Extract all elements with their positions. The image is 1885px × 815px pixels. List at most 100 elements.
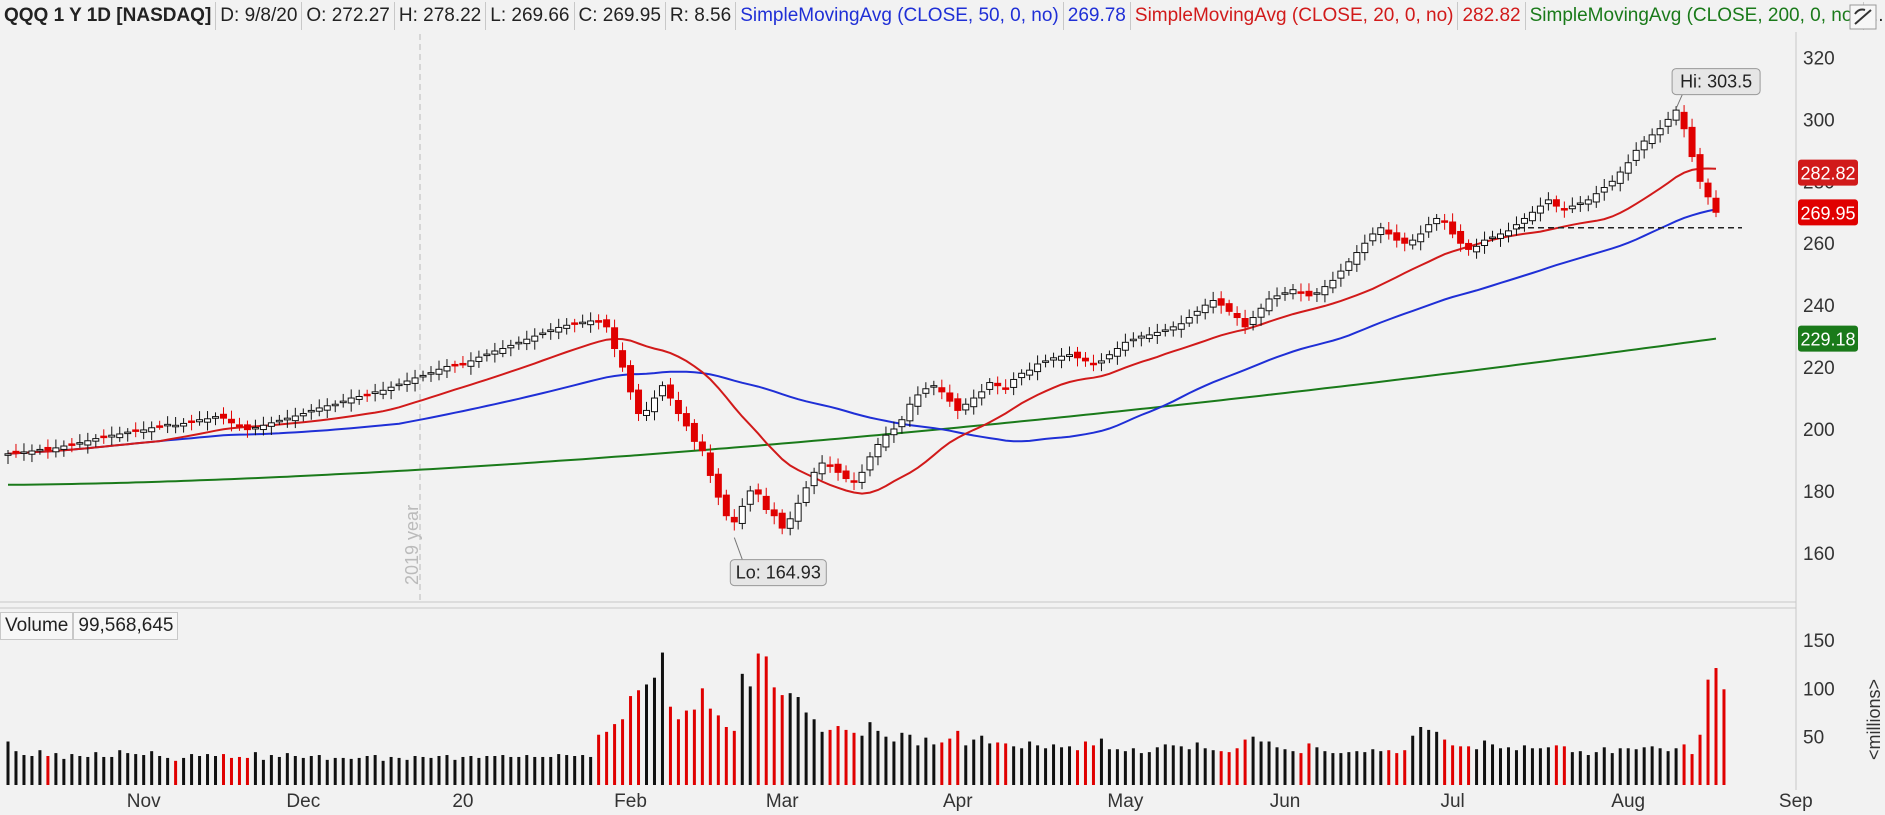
candle-body <box>1656 128 1664 136</box>
volume-bar <box>1315 747 1319 785</box>
range-value: R: 8.56 <box>666 2 737 30</box>
candle <box>690 419 698 451</box>
candle-body <box>132 429 140 432</box>
candle-body <box>1393 232 1401 241</box>
candle-body <box>954 398 962 411</box>
volume-bar <box>269 755 273 785</box>
volume-bar <box>517 756 521 785</box>
candle-body <box>1113 348 1121 357</box>
sma200-path <box>8 337 1717 486</box>
candle-body <box>1034 363 1042 373</box>
candle-body <box>291 415 299 422</box>
candle <box>419 370 427 382</box>
candle-body <box>1512 224 1520 230</box>
candle <box>1313 288 1321 302</box>
volume-bar <box>1259 741 1263 785</box>
candle-body <box>1473 245 1481 253</box>
volume-bar <box>1475 749 1479 785</box>
candle-body <box>930 385 938 388</box>
time-tick-label: Jul <box>1440 791 1464 812</box>
candle-body <box>1552 199 1560 207</box>
price-tick-label: 200 <box>1803 420 1835 441</box>
candle-body <box>427 372 435 375</box>
candle-body <box>1249 317 1257 325</box>
candle-body <box>1680 111 1688 130</box>
candle-body <box>1584 199 1592 205</box>
candle <box>339 393 347 408</box>
candle <box>227 410 235 432</box>
price-tick-label: 260 <box>1803 234 1835 255</box>
candle-body <box>1449 221 1457 235</box>
volume-bar <box>1163 744 1167 785</box>
candle-body <box>962 403 970 411</box>
volume-bar <box>828 729 832 785</box>
candle-body <box>986 382 994 390</box>
volume-bar <box>1044 748 1048 785</box>
candle-body <box>1704 182 1712 198</box>
hi-box <box>1671 68 1761 96</box>
study-header: QQQ 1 Y 1D [NASDAQ] D: 9/8/20 O: 272.27 … <box>0 0 1885 32</box>
candle <box>1409 234 1417 250</box>
candle <box>1034 355 1042 381</box>
candle-body <box>627 365 635 393</box>
volume-bar <box>1267 741 1271 785</box>
sma50-label[interactable]: SimpleMovingAvg (CLOSE, 50, 0, no) <box>736 2 1064 30</box>
volume-bar <box>70 754 74 785</box>
volume-value: 99,568,645 <box>73 612 179 640</box>
candle <box>315 399 323 417</box>
volume-bar <box>221 754 225 785</box>
price-tick-label: 320 <box>1803 48 1835 69</box>
volume-bar <box>277 756 281 785</box>
candle <box>874 437 882 466</box>
volume-bar <box>804 712 808 785</box>
candle-body <box>36 448 44 452</box>
candle <box>595 314 603 330</box>
candle-body <box>315 407 323 412</box>
volume-bar <box>413 756 417 785</box>
volume-label[interactable]: Volume <box>0 612 74 640</box>
volume-bar <box>1602 747 1606 785</box>
candle <box>1113 341 1121 365</box>
candle-body <box>786 518 794 529</box>
sma20-label[interactable]: SimpleMovingAvg (CLOSE, 20, 0, no) <box>1131 2 1459 30</box>
candle-body <box>1672 109 1680 121</box>
candle-body <box>866 456 874 471</box>
candle <box>427 366 435 382</box>
candle-body <box>1481 239 1489 247</box>
candle-body <box>1313 292 1321 295</box>
candle-body <box>1337 270 1345 279</box>
candle-body <box>1345 261 1353 271</box>
lo-box <box>729 559 827 587</box>
candle <box>1465 239 1473 256</box>
candle-body <box>116 433 124 439</box>
candle-body <box>172 424 180 428</box>
candle <box>1121 333 1129 357</box>
candle <box>698 434 706 457</box>
volume-bar <box>78 756 82 785</box>
candle <box>1600 178 1608 201</box>
volume-bar <box>237 756 241 785</box>
volume-bar <box>229 757 233 785</box>
volume-bar <box>724 727 728 785</box>
volume-bar <box>1275 747 1279 785</box>
volume-bar <box>142 755 146 785</box>
volume-bar <box>820 731 824 785</box>
candle <box>443 359 451 379</box>
candle-body <box>1560 208 1568 211</box>
candle <box>1169 321 1177 337</box>
candle <box>1648 128 1656 149</box>
candle-body <box>890 428 898 436</box>
drawing-tools-icon[interactable] <box>1849 4 1877 30</box>
volume-bar <box>1514 750 1518 785</box>
volume-bar <box>150 751 154 785</box>
candle-body <box>1273 295 1281 300</box>
candle <box>1552 195 1560 213</box>
symbol-label[interactable]: QQQ 1 Y 1D [NASDAQ] <box>0 2 217 30</box>
candle-body <box>650 397 658 413</box>
candle-body <box>810 471 818 487</box>
candle-body <box>12 450 20 454</box>
candle <box>587 312 595 333</box>
volume-bar <box>1307 743 1311 785</box>
candle-body <box>379 389 387 395</box>
